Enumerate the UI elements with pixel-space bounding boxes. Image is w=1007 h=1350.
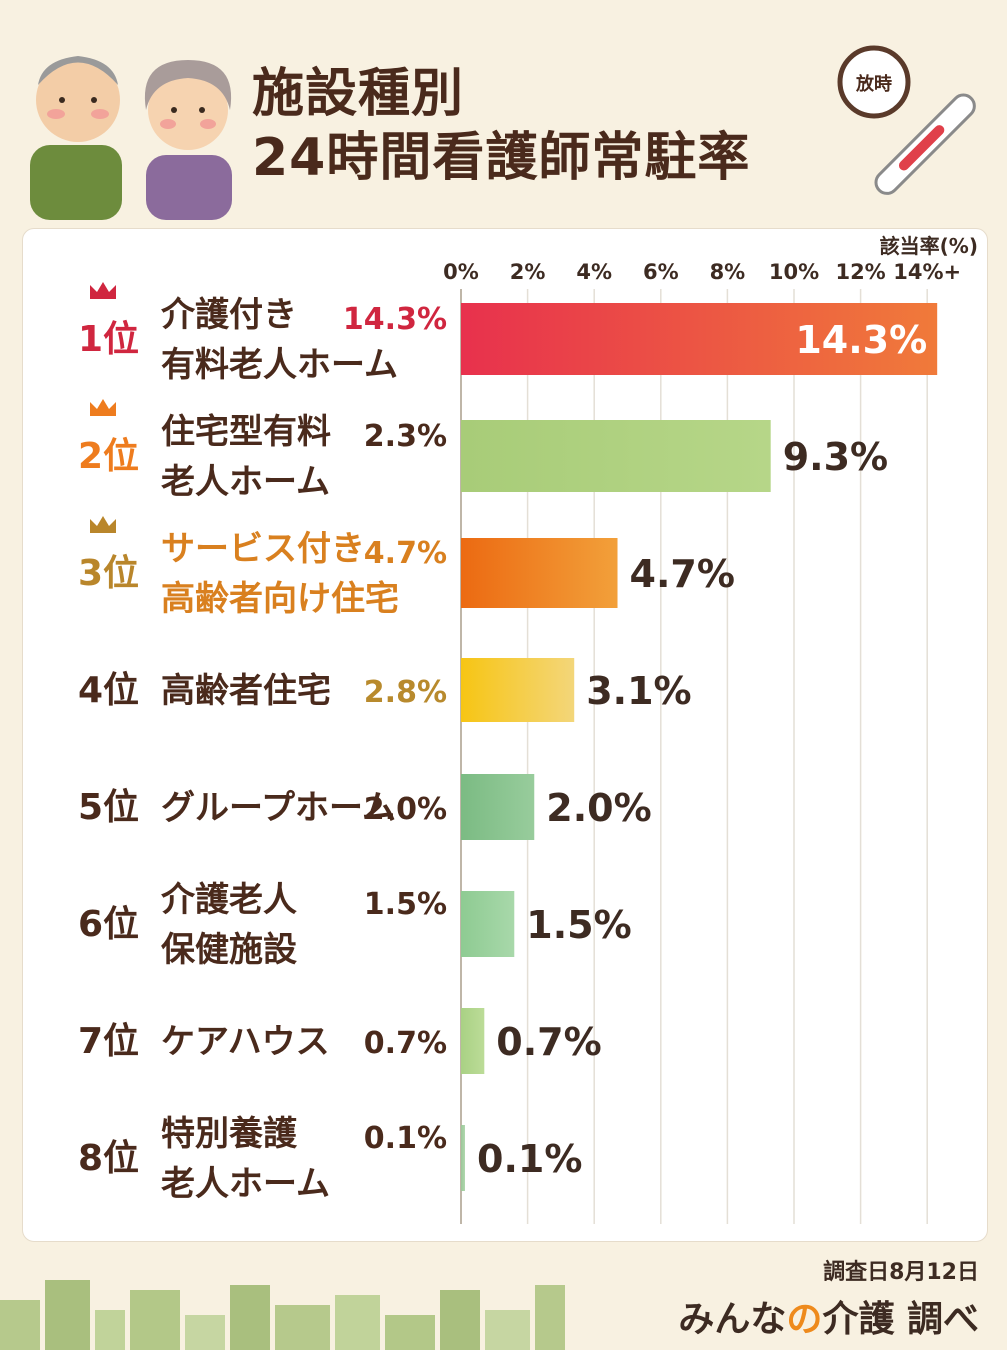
facility-label: 介護付き	[161, 295, 297, 335]
brand-part-2: の	[786, 1299, 823, 1340]
facility-label: サービス付き	[161, 529, 365, 569]
bar-chart: 該当率(%) 0% 2% 4% 6% 8% 10% 12% 14%+ 1位介護付き有料老人ホー…	[78, 234, 978, 1224]
bar	[461, 658, 575, 722]
bar-value-label: 0.1%	[477, 1137, 582, 1181]
title-line-1: 施設種別	[252, 64, 465, 124]
rank-label: 1位	[78, 319, 139, 360]
brand-part-3: 介護	[822, 1299, 895, 1340]
bar	[461, 1125, 465, 1191]
clock-thermometer-icon: 放時	[837, 45, 976, 195]
bar	[461, 420, 771, 492]
rank-label: 7位	[78, 1021, 139, 1062]
facility-label: 特別養護	[161, 1114, 298, 1154]
rank-label: 5位	[78, 787, 139, 828]
chart-title: 施設種別 24時間看護師常駐率	[252, 62, 750, 190]
bar-value-label: 9.3%	[783, 435, 888, 479]
facility-label: 有料老人ホーム	[161, 345, 398, 385]
facility-label: 保健施設	[161, 930, 297, 970]
bar-value-label: 0.7%	[496, 1020, 601, 1064]
facility-label: 老人ホーム	[161, 462, 330, 502]
rank-label: 3位	[78, 553, 139, 594]
survey-date: 調査日8月12日	[823, 1260, 979, 1285]
chart-row: 4位 高齢者住宅 2.8% 3.1%	[78, 658, 692, 722]
rank-label: 8位	[78, 1138, 139, 1179]
rank-label: 6位	[78, 904, 139, 945]
x-tick-label: 4%	[576, 260, 612, 284]
side-value: 0.1%	[364, 1121, 447, 1156]
brand-credit: みんなの介護 調べ	[678, 1290, 979, 1342]
bar	[461, 774, 535, 840]
city-skyline-illustration	[0, 1280, 565, 1350]
x-tick-label: 10%	[769, 260, 819, 284]
brand-part-1: みんな	[678, 1299, 787, 1340]
facility-label: 高齢者住宅	[161, 671, 331, 711]
bar	[461, 538, 618, 608]
chart-row: 7位 ケアハウス 0.7% 0.7%	[78, 1008, 602, 1074]
facility-label: グループホーム	[161, 788, 396, 828]
facility-label: 住宅型有料	[161, 412, 331, 452]
rank-label: 4位	[78, 670, 139, 711]
bar	[461, 1008, 485, 1074]
elderly-couple-illustration	[30, 56, 232, 220]
facility-label: 老人ホーム	[161, 1164, 330, 1204]
x-tick-label: 6%	[643, 260, 679, 284]
clock-label: 放時	[855, 73, 892, 95]
x-tick-labels: 0% 2% 4% 6% 8% 10% 12% 14%+	[443, 260, 961, 284]
bar-value-label: 3.1%	[586, 669, 691, 713]
side-value: 14.3%	[343, 302, 447, 337]
header: 施設種別 24時間看護師常駐率 放時	[0, 0, 1007, 225]
chart-card: 該当率(%) 0% 2% 4% 6% 8% 10% 12% 14%+ 1位 介護付き有料老人ホー…	[22, 228, 988, 1242]
brand-part-4: 調べ	[894, 1299, 979, 1340]
bar-value-label: 14.3%	[795, 318, 927, 362]
x-tick-label: 14%+	[893, 260, 961, 284]
crown-icon	[90, 516, 116, 533]
x-tick-label: 2%	[510, 260, 546, 284]
side-value: 2.3%	[364, 419, 447, 454]
side-value: 2.8%	[364, 675, 447, 710]
facility-label: 高齢者向け住宅	[161, 579, 399, 619]
side-value: 0.7%	[364, 1026, 447, 1061]
bar	[461, 303, 938, 375]
crown-icon	[90, 399, 116, 416]
bar-value-label: 2.0%	[546, 786, 651, 830]
facility-label: 介護老人	[161, 880, 297, 920]
x-tick-label: 0%	[443, 260, 479, 284]
x-tick-label: 8%	[710, 260, 746, 284]
side-value: 4.7%	[364, 536, 447, 571]
title-line-2: 24時間看護師常駐率	[252, 128, 751, 188]
rank-label: 2位	[78, 436, 139, 477]
bar	[461, 891, 515, 957]
unit-label: 該当率(%)	[880, 234, 978, 258]
side-value: 1.5%	[364, 887, 447, 922]
side-value: 2.0%	[364, 792, 447, 827]
bar-value-label: 4.7%	[630, 552, 735, 596]
x-tick-label: 12%	[835, 260, 885, 284]
crown-icon	[90, 282, 116, 299]
facility-label: ケアハウス	[161, 1022, 330, 1062]
bar-value-label: 1.5%	[526, 903, 631, 947]
